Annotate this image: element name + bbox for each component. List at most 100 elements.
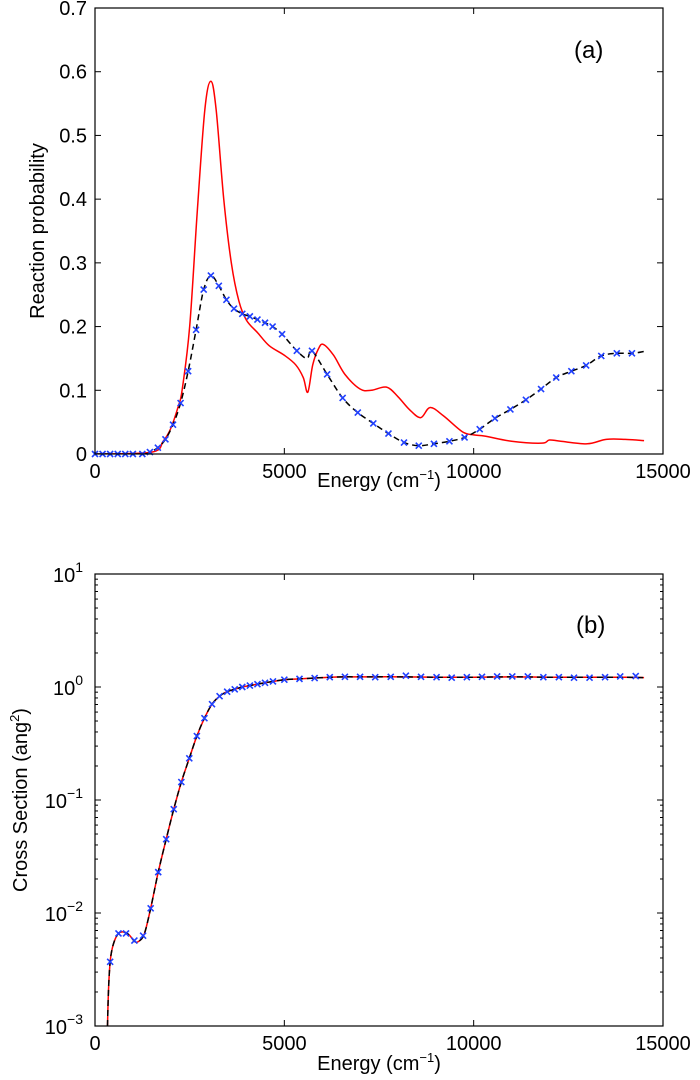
data-point-marker: [122, 929, 130, 937]
data-point-marker: [192, 326, 200, 334]
data-point-marker: [552, 373, 560, 382]
data-point-marker: [106, 958, 114, 966]
data-point-marker: [384, 430, 393, 438]
data-point-marker: [293, 347, 301, 355]
data-point-marker: [208, 700, 216, 708]
data-point-marker: [432, 673, 441, 681]
x-tick-label: 10000: [446, 1033, 502, 1055]
data-point-marker: [223, 688, 231, 696]
data-point-marker: [354, 409, 362, 417]
x-tick-label: 10000: [446, 461, 502, 483]
y-tick-label: 10−3: [45, 1011, 83, 1039]
data-point-marker: [253, 315, 262, 324]
y-tick-label: 0.2: [59, 317, 87, 339]
y-tick-label: 0.6: [59, 62, 87, 84]
y-tick-label: 0.3: [59, 253, 87, 275]
y-tick-label: 10−2: [45, 898, 83, 926]
series-line-dashed: [95, 274, 645, 454]
data-point-marker: [200, 286, 208, 294]
y-tick-label: 10−1: [45, 785, 83, 813]
data-point-marker: [400, 438, 408, 447]
data-point-marker: [402, 672, 410, 680]
data-point-marker: [508, 672, 516, 681]
data-point-marker: [613, 349, 621, 357]
x-tick-label: 0: [89, 461, 100, 483]
data-point-marker: [326, 673, 334, 681]
data-point-marker: [522, 396, 530, 404]
data-point-marker: [524, 672, 532, 681]
data-point-marker: [537, 385, 545, 393]
data-point-marker: [491, 414, 499, 422]
data-point-marker: [261, 319, 269, 327]
data-point-marker: [570, 674, 578, 682]
panel-a-label: (a): [574, 37, 603, 64]
data-point-marker: [341, 673, 349, 681]
data-point-marker: [162, 835, 170, 843]
y-tick-label: 100: [53, 672, 83, 700]
data-point-marker: [184, 367, 192, 375]
data-point-marker: [253, 680, 262, 688]
data-point-marker: [269, 323, 277, 331]
data-point-marker: [616, 672, 624, 681]
panel-a-xlabel: Energy (cm−1): [317, 467, 441, 492]
data-point-marker: [280, 676, 288, 684]
panel-a-ylabel: Reaction probability: [27, 143, 49, 319]
x-tick-label: 0: [89, 1033, 100, 1055]
data-point-marker: [493, 672, 501, 681]
data-point-marker: [278, 330, 286, 338]
data-point-marker: [147, 904, 155, 912]
data-point-marker: [323, 370, 331, 378]
series-line-solid: [95, 80, 645, 454]
data-point-marker: [177, 399, 185, 407]
plot-frame: [94, 7, 664, 455]
y-tick-label: 0.5: [59, 125, 87, 147]
data-point-marker: [415, 442, 423, 450]
data-point-marker: [371, 673, 379, 681]
x-tick-label: 15000: [635, 1033, 691, 1055]
data-point-marker: [230, 305, 238, 313]
data-point-marker: [238, 310, 246, 318]
data-point-marker: [177, 778, 185, 786]
series-line-solid: [106, 676, 645, 1026]
data-point-marker: [582, 361, 590, 370]
y-tick-label: 0.1: [59, 380, 87, 402]
data-point-marker: [193, 732, 201, 740]
x-tick-label: 5000: [262, 1033, 307, 1055]
data-point-marker: [506, 405, 514, 413]
data-point-marker: [628, 349, 636, 357]
data-point-marker: [246, 312, 254, 320]
data-point-marker: [261, 679, 269, 687]
data-point-marker: [601, 673, 609, 681]
panel-a-reaction-probability: (a) Energy (cm−1) Reaction probability 0…: [27, 0, 691, 492]
data-point-marker: [308, 347, 316, 355]
y-tick-label: 101: [53, 559, 83, 587]
data-point-marker: [555, 673, 563, 681]
data-point-marker: [114, 929, 123, 937]
data-point-marker: [369, 419, 377, 427]
data-point-marker: [269, 677, 277, 686]
panel-b-label: (b): [576, 612, 605, 639]
data-point-marker: [161, 435, 169, 443]
x-tick-label: 5000: [262, 461, 307, 483]
data-point-marker: [539, 673, 547, 681]
data-point-marker: [207, 272, 215, 280]
y-tick-label: 0: [76, 444, 87, 466]
data-point-marker: [461, 433, 469, 441]
data-point-marker: [139, 932, 147, 940]
x-tick-label: 15000: [635, 461, 691, 483]
data-point-marker: [339, 394, 347, 402]
data-point-marker: [476, 425, 484, 433]
data-point-marker: [597, 352, 605, 360]
data-point-marker: [463, 673, 471, 681]
data-point-marker: [215, 282, 223, 290]
data-point-marker: [170, 805, 178, 813]
data-point-marker: [154, 868, 162, 876]
data-point-marker: [567, 367, 575, 375]
panel-b-cross-section: (b) Energy (cm−1) Cross Section (ang2) 0…: [7, 559, 691, 1075]
data-point-marker: [478, 673, 486, 681]
data-point-marker: [448, 674, 456, 682]
data-point-marker: [200, 714, 209, 722]
data-point-marker: [311, 674, 319, 682]
data-point-marker: [356, 673, 364, 681]
